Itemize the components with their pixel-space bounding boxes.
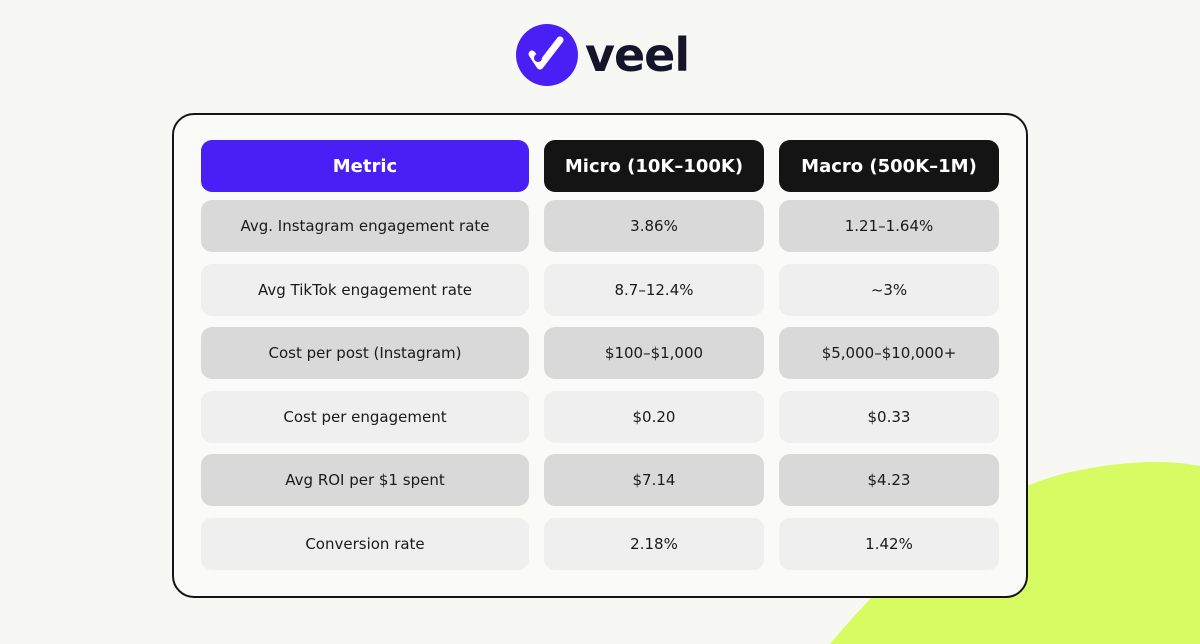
- header-cell: Micro (10K–100K): [544, 140, 764, 192]
- table-cell: $100–$1,000: [544, 327, 764, 380]
- table-cell: Avg ROI per $1 spent: [201, 454, 529, 507]
- table-cell: $4.23: [779, 454, 999, 507]
- table-cell: $7.14: [544, 454, 764, 507]
- table-cell: Conversion rate: [201, 518, 529, 570]
- logo-icon: [516, 24, 578, 86]
- table-cell: ~3%: [779, 263, 999, 316]
- table-cell: Cost per engagement: [201, 390, 529, 443]
- header-cell: Macro (500K–1M): [779, 140, 999, 192]
- table-cell: Cost per post (Instagram): [201, 327, 529, 380]
- table-cell: 3.86%: [544, 200, 764, 252]
- table-cell: $0.20: [544, 390, 764, 443]
- table-cell: 1.21–1.64%: [779, 200, 999, 252]
- header-cell: Metric: [201, 140, 529, 192]
- table-cell: $5,000–$10,000+: [779, 327, 999, 380]
- table-cell: Avg. Instagram engagement rate: [201, 200, 529, 252]
- table-cell: 1.42%: [779, 518, 999, 570]
- brand-name: veel: [585, 28, 690, 82]
- table-cell: 2.18%: [544, 518, 764, 570]
- table-cell: 8.7–12.4%: [544, 263, 764, 316]
- table-cell: Avg TikTok engagement rate: [201, 263, 529, 316]
- table-cell: $0.33: [779, 390, 999, 443]
